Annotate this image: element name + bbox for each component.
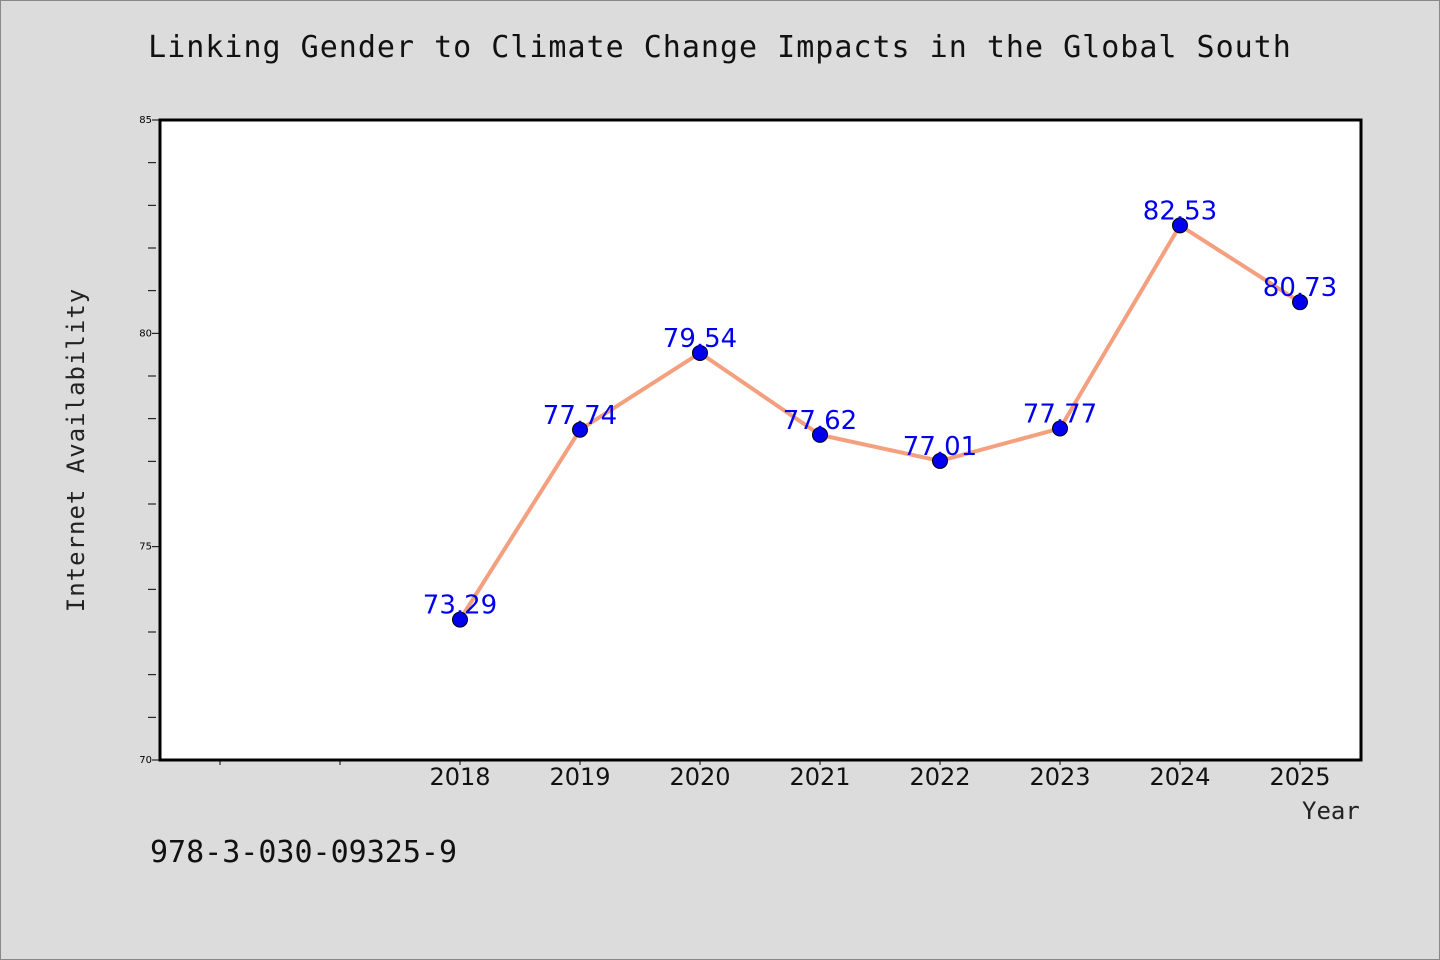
x-tick-label: 2023 xyxy=(1029,763,1090,791)
data-label: 82.53 xyxy=(1143,196,1217,226)
chart-title: Linking Gender to Climate Change Impacts… xyxy=(148,30,1292,65)
data-point xyxy=(1052,420,1068,437)
y-tick-label: 75 xyxy=(139,542,152,553)
data-point xyxy=(1172,217,1188,234)
x-tick-label: 2018 xyxy=(429,763,490,791)
plot-area xyxy=(158,118,1363,762)
isbn-footnote: 978-3-030-09325-9 xyxy=(150,835,458,870)
data-label: 73.29 xyxy=(423,591,497,621)
x-tick-label: 2019 xyxy=(549,763,610,791)
data-label: 79.54 xyxy=(663,324,737,354)
x-tick-label: 2021 xyxy=(789,763,850,791)
x-tick-label: 2025 xyxy=(1269,763,1330,791)
x-tick-label: 2022 xyxy=(909,763,970,791)
x-tick-label: 2020 xyxy=(669,763,730,791)
data-point xyxy=(1292,294,1308,311)
x-axis-label: Year xyxy=(1302,797,1360,825)
y-tick-label: 80 xyxy=(139,328,152,339)
data-label: 80.73 xyxy=(1263,273,1337,303)
x-tick-label: 2024 xyxy=(1149,763,1210,791)
y-tick-label: 85 xyxy=(139,115,152,126)
data-point xyxy=(932,452,948,469)
data-label: 77.74 xyxy=(543,401,617,431)
y-tick-label: 70 xyxy=(139,755,152,766)
data-label: 77.77 xyxy=(1023,399,1097,429)
data-point xyxy=(692,344,708,361)
data-point xyxy=(452,611,468,628)
series-line xyxy=(458,223,1302,621)
data-label: 77.62 xyxy=(783,406,857,436)
y-axis-label: Internet Availability xyxy=(62,287,90,613)
data-point xyxy=(572,421,588,438)
data-point xyxy=(812,426,828,443)
data-label: 77.01 xyxy=(903,432,977,462)
